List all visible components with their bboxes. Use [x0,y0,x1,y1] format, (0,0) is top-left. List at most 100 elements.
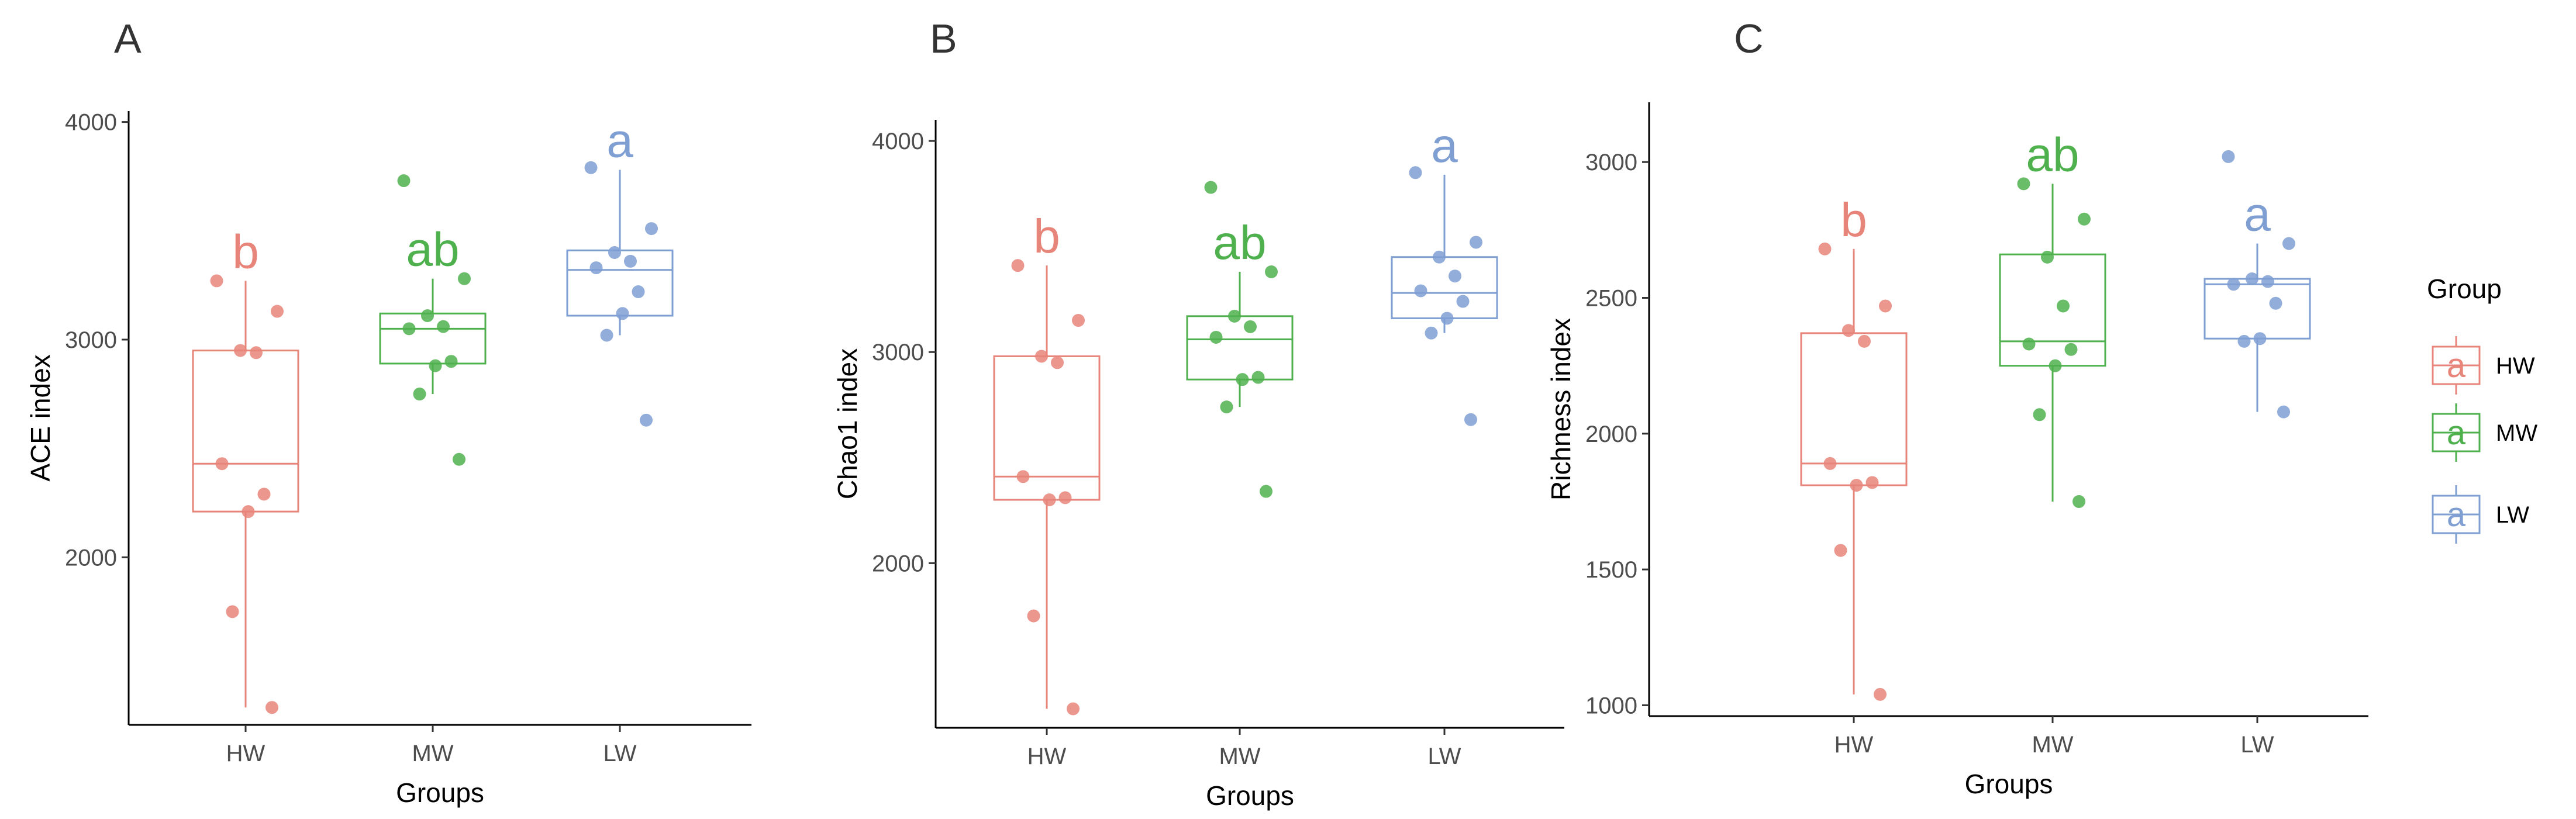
box-iqr [1391,256,1498,319]
significance-label: a [1431,119,1458,172]
data-point [2049,359,2062,372]
y-axis-title: ACE index [25,354,56,481]
data-point [584,161,598,174]
box-hw: b [1800,193,1908,701]
data-point [437,320,450,333]
data-point [257,488,271,501]
data-point [1425,326,1438,340]
data-point [271,305,284,318]
significance-label: ab [2026,128,2079,181]
data-point [210,274,223,288]
y-tick-label: 2000 [1585,421,1637,447]
box-iqr [2203,278,2311,340]
data-point [1433,250,1446,264]
significance-label: b [232,225,259,278]
data-point [2227,278,2240,291]
data-point [1011,259,1025,272]
data-point [1035,350,1048,363]
box-iqr [993,355,1101,501]
legend-key-hw: a [2432,336,2481,395]
data-point [2064,343,2078,356]
data-point [1072,314,1085,327]
data-point [421,309,434,322]
data-point [2022,337,2036,351]
legend-label: MW [2496,420,2537,446]
y-tick-label: 1000 [1585,693,1637,718]
data-point [1260,485,1273,498]
legend-label: HW [2496,353,2535,379]
y-tick-label: 2000 [65,545,117,571]
data-point [250,346,263,360]
data-point [2261,275,2274,288]
x-tick-label: LW [1427,744,1461,769]
data-point [1879,299,1892,313]
box-lw: a [1391,119,1498,426]
data-point [1265,265,1278,278]
data-point [1440,312,1454,325]
y-axis-title: Richness index [1546,318,1576,500]
data-point [640,413,653,427]
significance-label: a [606,115,633,168]
data-point [1414,284,1427,298]
box-iqr [379,312,487,365]
data-point [1228,309,1241,323]
box-mw: ab [1186,181,1294,498]
data-point [645,222,658,236]
data-point [1464,413,1477,426]
legend-key-letter: a [2447,496,2466,534]
y-tick-label: 2000 [872,551,924,576]
legend-key-lw: a [2432,485,2481,544]
x-tick-label: HW [226,741,265,766]
data-point [1209,330,1223,344]
data-point [1850,479,1863,492]
y-axis-title: Chao1 index [832,348,863,499]
data-point [2078,212,2091,226]
data-point [397,174,411,188]
data-point [402,322,416,336]
significance-label: ab [1213,216,1266,269]
data-point [1470,236,1482,249]
panel-c: C 1000 1500 2000 2500 3000 HW MW LW Groups Richnes… [1546,16,2368,799]
data-point [2277,405,2290,419]
data-point [265,701,278,714]
data-point [1016,470,1030,483]
data-point [2041,250,2054,264]
data-point [608,246,621,260]
y-tick-label: 3000 [1585,150,1637,175]
significance-label: b [1840,193,1867,247]
box-hw: b [993,210,1101,716]
x-axis-title: Groups [1206,780,1294,811]
data-point [1236,373,1249,386]
data-point [1058,491,1072,504]
y-tick-label: 3000 [872,340,924,365]
data-point [589,261,603,275]
box-lw: a [566,115,674,427]
y-tick-label: 2500 [1585,286,1637,312]
data-point [429,359,442,372]
panel-letter: A [114,16,142,61]
data-point [1449,269,1461,283]
data-point [234,344,247,357]
data-point [2253,332,2267,345]
data-point [444,355,458,368]
data-point [1220,400,1233,414]
x-axis-title: Groups [1965,769,2053,799]
data-point [2017,177,2030,191]
data-point [1067,702,1080,716]
data-point [600,329,613,342]
y-tick-label: 4000 [872,129,924,154]
data-point [2033,408,2046,421]
panel-letter: B [930,16,957,61]
data-point [1027,609,1040,623]
data-point [2057,299,2070,313]
legend: Group a HW a MW a LW [2427,274,2537,544]
data-point [2222,150,2235,163]
data-point [1818,242,1832,255]
x-tick-label: LW [2240,732,2274,758]
data-point [2072,495,2085,508]
box-hw: b [192,225,299,714]
x-tick-label: HW [1834,732,1874,758]
data-point [2246,272,2258,285]
significance-label: b [1033,210,1060,263]
box-iqr [566,249,674,317]
